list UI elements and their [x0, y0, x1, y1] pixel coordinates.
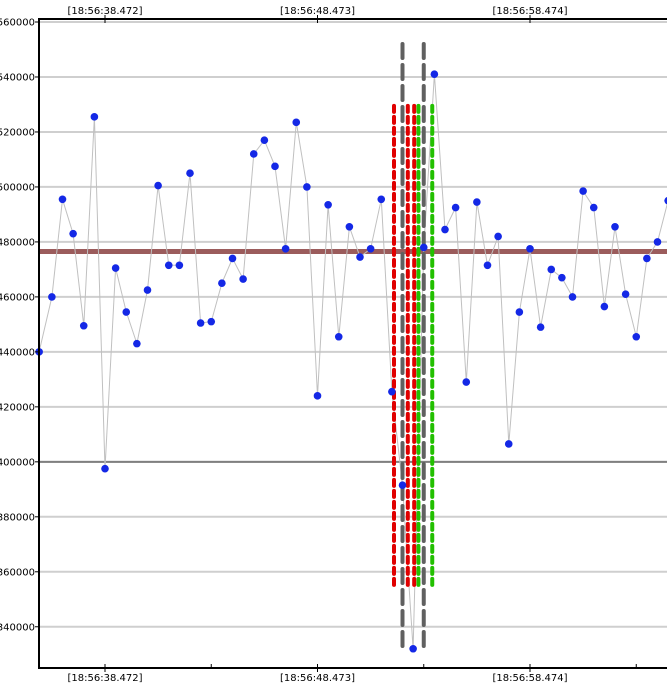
data-point	[398, 481, 407, 489]
data-point	[271, 162, 279, 171]
y-tick-label: 520000	[0, 127, 35, 138]
data-point	[589, 203, 598, 212]
data-point	[441, 225, 449, 234]
data-point	[228, 254, 237, 263]
data-point	[579, 187, 587, 195]
data-point	[324, 201, 332, 209]
series-line	[38, 74, 667, 649]
tick-labels: 340000 360000 380000 400000 420000 440000 4600…	[0, 6, 568, 684]
y-tick-label: 500000	[0, 182, 35, 193]
x-tick-label-top: [18:56:38.472]	[68, 6, 143, 17]
y-tick-label: 340000	[0, 622, 35, 633]
x-tick-label-top: [18:56:58.474]	[493, 6, 568, 17]
y-tick-label: 460000	[0, 292, 35, 303]
data-point	[643, 254, 651, 263]
data-point	[483, 261, 492, 270]
axes	[35, 15, 667, 672]
y-tick-label: 380000	[0, 512, 35, 523]
data-point	[186, 169, 194, 177]
x-tick-label: [18:56:38.472]	[68, 673, 143, 684]
data-point	[249, 150, 258, 158]
data-point	[568, 293, 577, 301]
grid-lines	[39, 21, 667, 628]
data-point	[133, 339, 141, 348]
data-point	[388, 387, 396, 396]
data-point	[143, 286, 152, 294]
data-point	[600, 302, 609, 311]
y-tick-label: 400000	[0, 457, 35, 468]
data-point	[473, 198, 481, 206]
y-tick-label: 540000	[0, 72, 35, 83]
data-point	[175, 261, 184, 270]
data-point	[58, 195, 67, 204]
data-point	[536, 323, 545, 331]
data-point	[122, 308, 131, 316]
data-point	[430, 70, 439, 79]
y-tick-label: 440000	[0, 347, 35, 358]
data-point	[196, 319, 205, 327]
data-point	[494, 232, 502, 241]
data-point	[239, 275, 247, 283]
data-point	[409, 644, 417, 653]
data-point	[101, 464, 109, 473]
data-point	[313, 392, 322, 400]
data-point	[451, 203, 460, 212]
data-point	[281, 244, 290, 253]
data-point	[664, 197, 667, 205]
data-point	[526, 244, 534, 253]
data-point	[218, 279, 226, 287]
data-point	[79, 321, 88, 330]
data-point	[69, 229, 77, 238]
data-point	[462, 378, 471, 386]
data-point	[632, 332, 641, 341]
data-point	[504, 440, 513, 448]
data-point	[260, 136, 269, 145]
data-point	[653, 238, 662, 246]
data-point	[547, 265, 556, 274]
series-line	[38, 74, 667, 649]
data-point	[419, 243, 428, 252]
data-point	[334, 332, 343, 341]
data-point	[621, 290, 630, 298]
y-tick-label: 480000	[0, 237, 35, 248]
data-point	[515, 308, 524, 316]
data-point	[111, 264, 120, 272]
data-point	[366, 244, 375, 253]
x-tick-label: [18:56:48.473]	[280, 673, 355, 684]
data-point	[154, 181, 162, 190]
y-tick-label: 360000	[0, 567, 35, 578]
data-point	[611, 222, 619, 231]
data-point	[345, 222, 354, 231]
data-point	[48, 293, 56, 301]
y-tick-label: 560000	[0, 18, 35, 29]
x-tick-label-top: [18:56:48.473]	[280, 6, 355, 17]
data-point	[90, 113, 99, 121]
data-point	[303, 183, 311, 191]
data-point	[292, 118, 301, 127]
y-tick-label: 420000	[0, 402, 35, 413]
data-point	[377, 195, 386, 204]
data-point	[207, 317, 216, 326]
data-point	[164, 261, 173, 270]
reference-lines	[39, 249, 667, 463]
data-point	[356, 253, 364, 261]
data-point	[558, 273, 566, 282]
x-tick-label: [18:56:58.474]	[493, 673, 568, 684]
band-markers	[392, 41, 435, 651]
data-points	[35, 70, 667, 653]
